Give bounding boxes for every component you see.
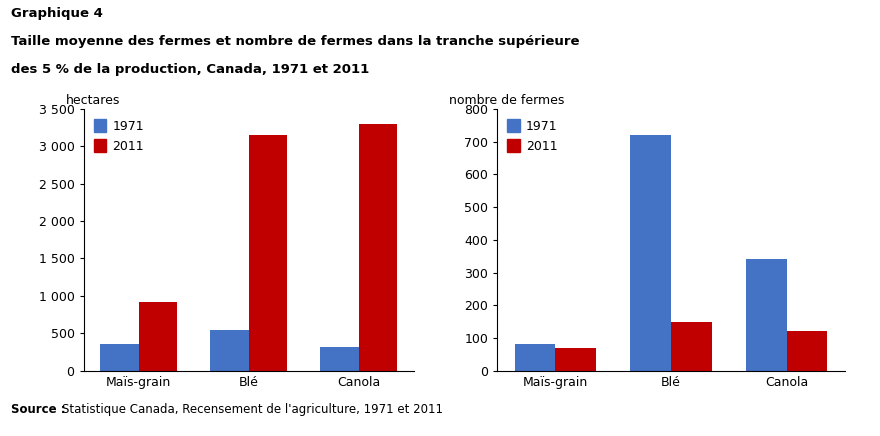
Bar [210,330,249,371]
Bar [555,348,596,371]
Bar [671,322,712,371]
Bar [139,302,177,371]
Legend: 1971, 2011: 1971, 2011 [503,115,561,156]
Text: Graphique 4: Graphique 4 [11,7,102,20]
Bar [746,259,787,371]
Bar [359,124,397,371]
Bar [100,344,139,371]
Bar [320,347,359,371]
Bar [249,135,287,371]
Bar [630,135,671,371]
Text: Taille moyenne des fermes et nombre de fermes dans la tranche supérieure: Taille moyenne des fermes et nombre de f… [11,35,579,48]
Text: hectares: hectares [66,94,121,107]
Legend: 1971, 2011: 1971, 2011 [90,115,148,156]
Bar [515,344,555,371]
Text: nombre de fermes: nombre de fermes [449,94,564,107]
Bar [787,330,827,371]
Text: des 5 % de la production, Canada, 1971 et 2011: des 5 % de la production, Canada, 1971 e… [11,63,369,76]
Text: Source :: Source : [11,403,70,416]
Text: Statistique Canada, Recensement de l'agriculture, 1971 et 2011: Statistique Canada, Recensement de l'agr… [62,403,443,416]
